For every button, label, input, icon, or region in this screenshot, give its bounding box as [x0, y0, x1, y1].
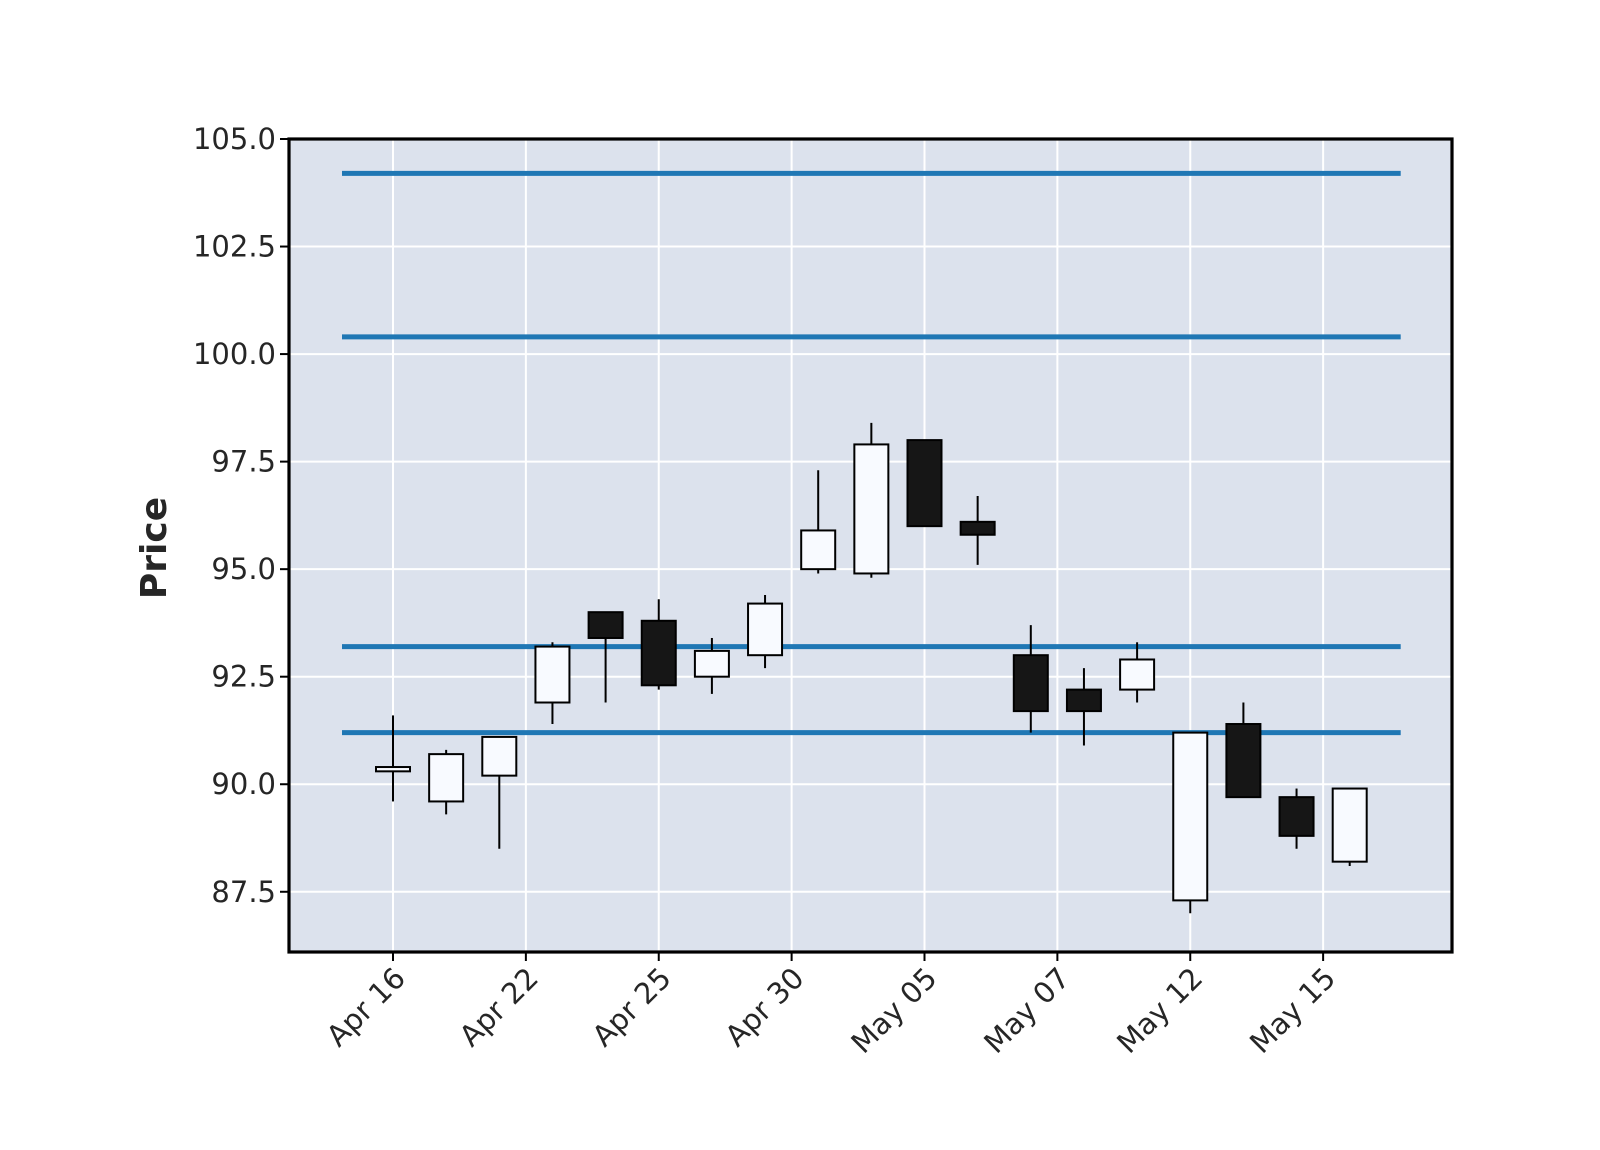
candle-body — [693, 649, 730, 678]
x-tick-label: May 07 — [977, 961, 1076, 1060]
candle-body — [534, 645, 571, 704]
candle-body — [1331, 787, 1368, 863]
candle-body — [853, 443, 890, 575]
candle-body — [747, 602, 784, 657]
x-tick-label: Apr 22 — [453, 961, 545, 1053]
x-tick-label: May 05 — [844, 961, 943, 1060]
y-tick-label: 95.0 — [211, 552, 276, 586]
y-tick-label: 92.5 — [211, 660, 276, 694]
y-tick-label: 97.5 — [211, 445, 276, 479]
candle-body — [800, 529, 837, 571]
candle-body — [1119, 658, 1156, 691]
y-tick-label: 105.0 — [193, 122, 276, 156]
candle-body — [428, 753, 465, 803]
candle-body — [375, 766, 411, 773]
candle-body — [1225, 723, 1262, 799]
y-tick-label: 87.5 — [211, 875, 276, 909]
y-tick-label: 100.0 — [193, 337, 276, 371]
x-tick-label: May 15 — [1243, 961, 1342, 1060]
x-axis-ticks: Apr 16 Apr 22 Apr 25 Apr 30 May 05 May 07 May … — [320, 952, 1342, 1060]
candles — [375, 422, 1368, 914]
candle-body — [959, 520, 996, 536]
x-tick-label: Apr 30 — [718, 961, 810, 1053]
y-axis-ticks: 87.5 90.0 92.5 95.0 97.5 100.0 102.5 105.0 — [193, 122, 289, 909]
x-tick-label: Apr 25 — [586, 961, 678, 1053]
x-tick-label: Apr 16 — [320, 961, 412, 1053]
candle-body — [640, 619, 677, 687]
candle-body — [906, 439, 943, 528]
horizontal-lines — [342, 170, 1401, 736]
candle-body — [1065, 688, 1102, 713]
candle-body — [587, 611, 624, 639]
candle-body — [481, 735, 518, 777]
candle-body — [1012, 654, 1049, 713]
candle-body — [1172, 731, 1209, 902]
candle-body — [1278, 796, 1315, 837]
x-tick-label: May 12 — [1110, 961, 1209, 1060]
plot-frame — [287, 137, 1454, 954]
y-tick-label: 102.5 — [193, 230, 276, 264]
y-tick-label: 90.0 — [211, 767, 276, 801]
y-axis-label: Price — [134, 497, 175, 599]
